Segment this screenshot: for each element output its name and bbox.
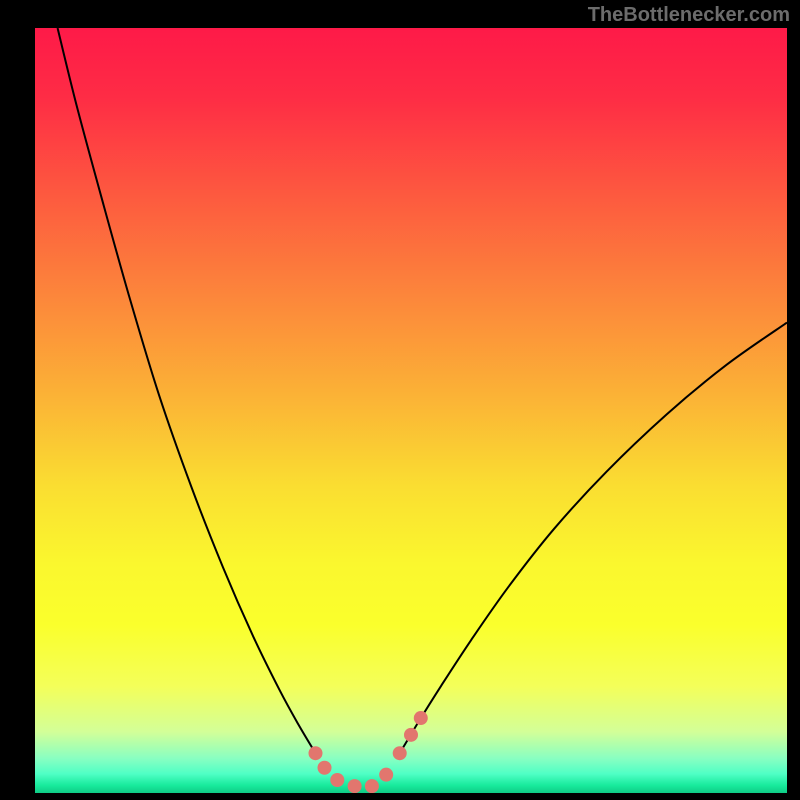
bottleneck-curve-left: [58, 28, 316, 753]
bottom-marker: [393, 746, 407, 760]
curve-layer: [35, 28, 787, 793]
plot-area: [35, 28, 787, 793]
bottom-marker: [330, 773, 344, 787]
bottleneck-curve-right: [400, 323, 787, 754]
bottom-marker: [365, 779, 379, 793]
bottom-marker: [414, 711, 428, 725]
bottom-marker-group: [309, 711, 428, 793]
bottom-marker: [318, 761, 332, 775]
bottom-marker: [348, 779, 362, 793]
watermark-text: TheBottlenecker.com: [588, 4, 790, 27]
figure-root: TheBottlenecker.com: [0, 0, 800, 800]
bottom-marker: [404, 728, 418, 742]
bottom-marker: [309, 746, 323, 760]
bottom-marker: [379, 768, 393, 782]
